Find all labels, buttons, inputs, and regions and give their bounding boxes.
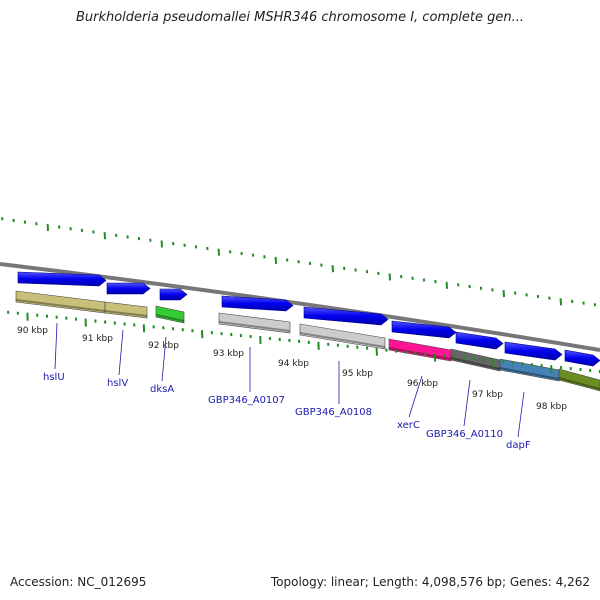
gene-labels: hslU hslV dksA GBP346_A0107 GBP346_A0108 xerC…	[43, 372, 531, 451]
label-leader-line	[161, 336, 167, 382]
kbp-label: 94 kbp	[278, 359, 309, 369]
gene-label[interactable]: hslV	[107, 378, 128, 389]
gene-arrows	[17, 271, 600, 367]
gene-bar-shadow	[15, 299, 106, 312]
tick-row-lower	[7, 310, 600, 374]
label-leader-line	[408, 375, 423, 418]
gene-bar-shadow	[104, 310, 148, 317]
map-title: Burkholderia pseudomallei MSHR346 chromo…	[75, 10, 525, 25]
gene-bar-shadow	[155, 314, 185, 322]
gene-label[interactable]: GBP346_A0108	[295, 407, 372, 418]
label-leaders	[54, 322, 525, 438]
label-leader-line	[463, 379, 471, 427]
gene-bar[interactable]	[218, 312, 291, 334]
gene-bar-shadow	[388, 347, 452, 360]
gene-arrow	[504, 341, 563, 361]
gene-bar[interactable]	[450, 348, 501, 372]
gene-bar-shadow	[450, 357, 501, 370]
gene-arrow	[221, 295, 294, 312]
gene-bar[interactable]	[155, 305, 185, 324]
gene-bar-shadow	[499, 367, 560, 380]
gene-bars	[15, 290, 600, 392]
gene-label[interactable]: GBP346_A0107	[208, 395, 285, 406]
kbp-label: 91 kbp	[82, 334, 113, 344]
topology-text: Topology: linear; Length: 4,098,576 bp; …	[270, 575, 590, 589]
label-leader-line	[517, 391, 525, 438]
kbp-labels: 90 kbp 91 kbp 92 kbp 93 kbp 94 kbp 95 kbp 96 k…	[17, 326, 567, 412]
gene-label[interactable]: dapF	[506, 440, 531, 451]
kbp-label: 93 kbp	[213, 349, 244, 359]
gene-arrow	[106, 282, 151, 295]
gene-bar[interactable]	[558, 368, 600, 392]
gene-label[interactable]: hslU	[43, 372, 65, 383]
gene-arrow	[455, 331, 504, 350]
gene-bar[interactable]	[104, 301, 148, 319]
gene-bar-shadow	[299, 332, 386, 348]
kbp-label: 92 kbp	[148, 341, 179, 351]
kbp-label: 90 kbp	[17, 326, 48, 336]
gene-arrow	[391, 320, 457, 339]
gene-label[interactable]: dksA	[150, 384, 174, 395]
gene-label[interactable]: xerC	[397, 420, 420, 431]
label-leader-line	[54, 322, 58, 370]
gene-bar[interactable]	[299, 323, 386, 350]
kbp-label: 95 kbp	[342, 369, 373, 379]
label-leader-line	[118, 329, 124, 376]
gene-bar-shadow	[218, 321, 291, 332]
accession-text: Accession: NC_012695	[10, 575, 147, 589]
gene-label[interactable]: GBP346_A0110	[426, 429, 503, 440]
gene-bar[interactable]	[499, 358, 560, 382]
kbp-label: 98 kbp	[536, 402, 567, 412]
gene-arrow	[159, 288, 188, 301]
tick-row-upper	[1, 217, 597, 307]
kbp-label: 96 kbp	[407, 379, 438, 389]
gene-arrow	[17, 271, 107, 287]
kbp-label: 97 kbp	[472, 390, 503, 400]
gene-bar-shadow	[558, 377, 600, 390]
gene-arrow	[303, 306, 389, 326]
gene-arrow	[564, 349, 600, 367]
